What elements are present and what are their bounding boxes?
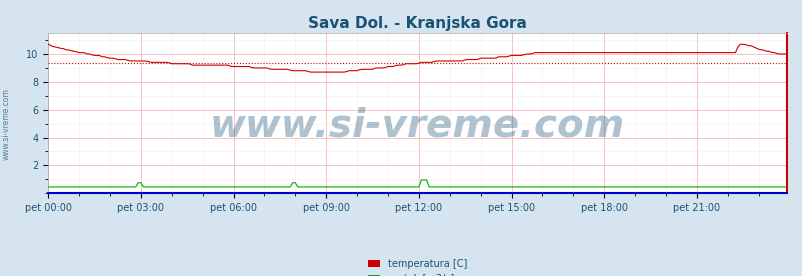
Text: www.si-vreme.com: www.si-vreme.com [2, 88, 11, 160]
Title: Sava Dol. - Kranjska Gora: Sava Dol. - Kranjska Gora [308, 15, 526, 31]
Text: www.si-vreme.com: www.si-vreme.com [209, 107, 625, 145]
Legend: temperatura [C], pretok [m3/s]: temperatura [C], pretok [m3/s] [364, 255, 470, 276]
